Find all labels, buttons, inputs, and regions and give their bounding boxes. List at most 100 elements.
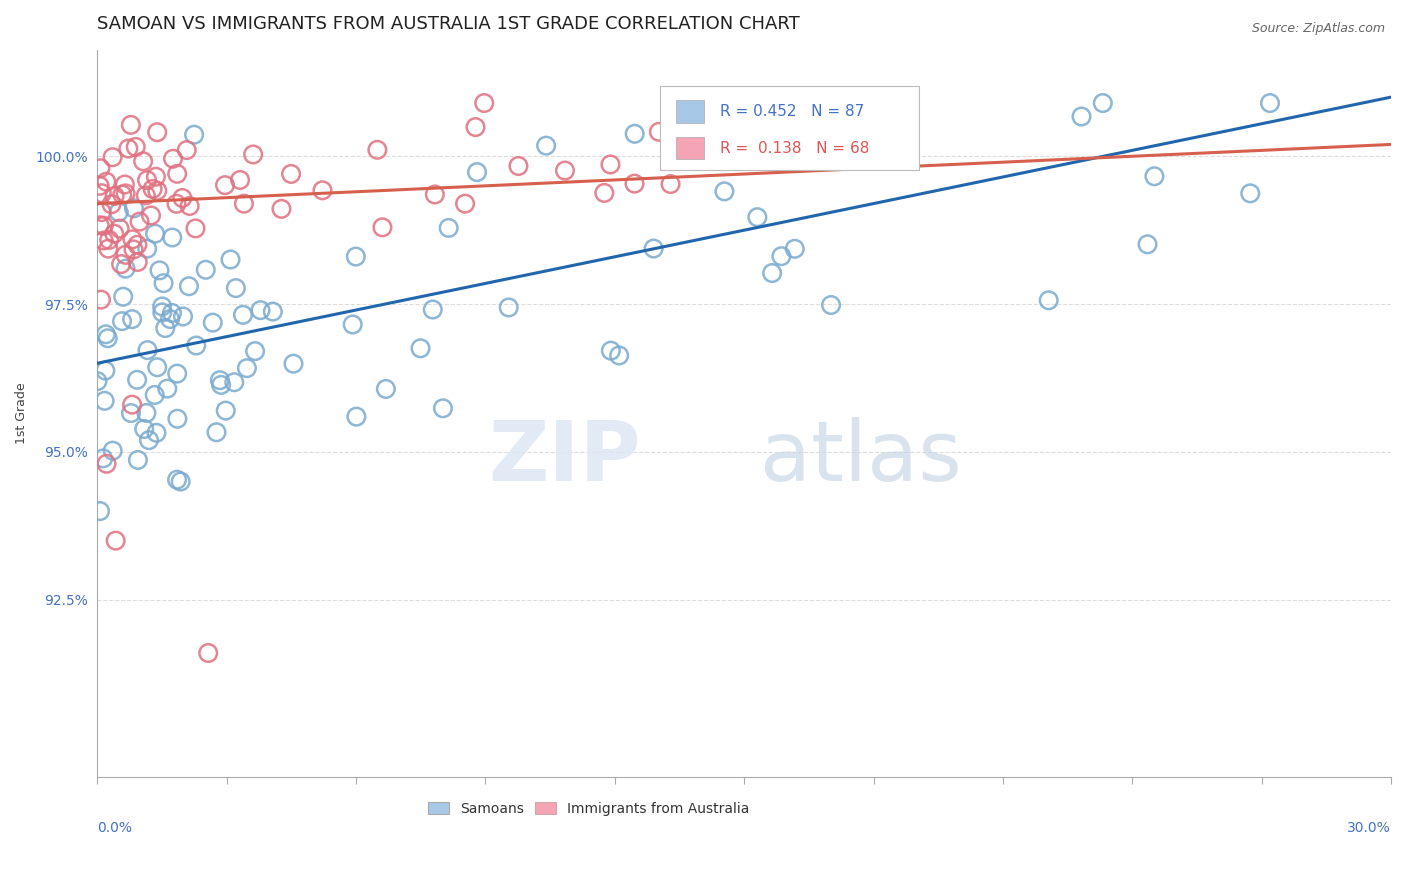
- Point: [104, 533, 127, 548]
- Point: [127, 373, 149, 387]
- Point: [89, 219, 111, 233]
- Text: SAMOAN VS IMMIGRANTS FROM AUSTRALIA 1ST GRADE CORRELATION CHART: SAMOAN VS IMMIGRANTS FROM AUSTRALIA 1ST …: [97, 15, 800, 33]
- Point: [224, 376, 246, 390]
- Point: [150, 300, 173, 314]
- Point: [209, 377, 232, 392]
- Point: [146, 360, 169, 375]
- Point: [1136, 237, 1159, 252]
- Point: [344, 250, 367, 264]
- Point: [111, 187, 134, 202]
- Y-axis label: 1st Grade: 1st Grade: [15, 383, 28, 444]
- Point: [152, 276, 174, 290]
- Point: [508, 159, 530, 173]
- Point: [1258, 96, 1281, 111]
- Point: [114, 261, 136, 276]
- Point: [371, 220, 394, 235]
- Point: [1239, 186, 1261, 201]
- Point: [242, 147, 264, 161]
- Point: [215, 403, 238, 417]
- Point: [90, 186, 112, 201]
- Point: [107, 205, 129, 219]
- Point: [96, 457, 118, 471]
- Point: [659, 177, 682, 191]
- Point: [114, 248, 136, 262]
- Point: [148, 263, 170, 277]
- Point: [186, 338, 208, 352]
- Point: [1091, 96, 1114, 111]
- Point: [127, 237, 149, 252]
- Point: [166, 196, 188, 211]
- Point: [90, 293, 112, 307]
- Point: [150, 305, 173, 319]
- Point: [783, 242, 806, 256]
- Point: [93, 393, 115, 408]
- Text: 30.0%: 30.0%: [1347, 821, 1391, 835]
- Point: [146, 184, 169, 198]
- Point: [89, 161, 111, 176]
- Point: [1070, 110, 1092, 124]
- Text: 0.0%: 0.0%: [97, 821, 132, 835]
- Point: [225, 281, 247, 295]
- Point: [472, 96, 495, 111]
- Point: [283, 357, 305, 371]
- Point: [90, 205, 112, 219]
- Point: [89, 178, 111, 193]
- Point: [160, 306, 183, 320]
- Point: [236, 361, 259, 376]
- Point: [108, 221, 131, 235]
- Point: [93, 234, 115, 248]
- Point: [194, 262, 217, 277]
- Point: [820, 298, 842, 312]
- Point: [1038, 293, 1060, 308]
- Point: [172, 191, 194, 205]
- Point: [607, 349, 630, 363]
- Point: [311, 183, 333, 197]
- Point: [159, 312, 181, 326]
- Legend: Samoans, Immigrants from Australia: Samoans, Immigrants from Australia: [422, 795, 756, 822]
- Point: [643, 242, 665, 256]
- Point: [166, 473, 188, 487]
- Point: [366, 143, 388, 157]
- Point: [100, 197, 122, 211]
- Point: [120, 406, 142, 420]
- Point: [454, 196, 477, 211]
- Point: [155, 321, 177, 335]
- Point: [184, 221, 207, 235]
- Point: [422, 302, 444, 317]
- Point: [162, 230, 184, 244]
- Point: [197, 646, 219, 660]
- Point: [93, 219, 115, 233]
- Point: [145, 169, 167, 184]
- Point: [166, 367, 188, 381]
- Point: [208, 373, 231, 387]
- Point: [146, 125, 169, 139]
- Point: [97, 331, 120, 345]
- Point: [280, 167, 302, 181]
- Point: [169, 475, 191, 489]
- Point: [179, 199, 201, 213]
- Point: [122, 243, 145, 257]
- Point: [101, 443, 124, 458]
- Point: [623, 177, 645, 191]
- Point: [91, 451, 114, 466]
- Point: [136, 343, 159, 358]
- Point: [465, 165, 488, 179]
- Point: [94, 363, 117, 377]
- Point: [432, 401, 454, 416]
- Point: [201, 316, 224, 330]
- Point: [219, 252, 242, 267]
- Point: [114, 178, 136, 192]
- Point: [122, 202, 145, 216]
- Point: [423, 187, 446, 202]
- Point: [593, 186, 616, 200]
- Bar: [675, 136, 704, 159]
- Text: ZIP: ZIP: [488, 417, 641, 498]
- Point: [121, 398, 143, 412]
- Point: [623, 127, 645, 141]
- Point: [143, 388, 166, 402]
- Point: [128, 214, 150, 228]
- Point: [111, 314, 134, 328]
- Text: R =  0.138   N = 68: R = 0.138 N = 68: [720, 141, 869, 156]
- Point: [104, 189, 127, 203]
- Point: [117, 142, 139, 156]
